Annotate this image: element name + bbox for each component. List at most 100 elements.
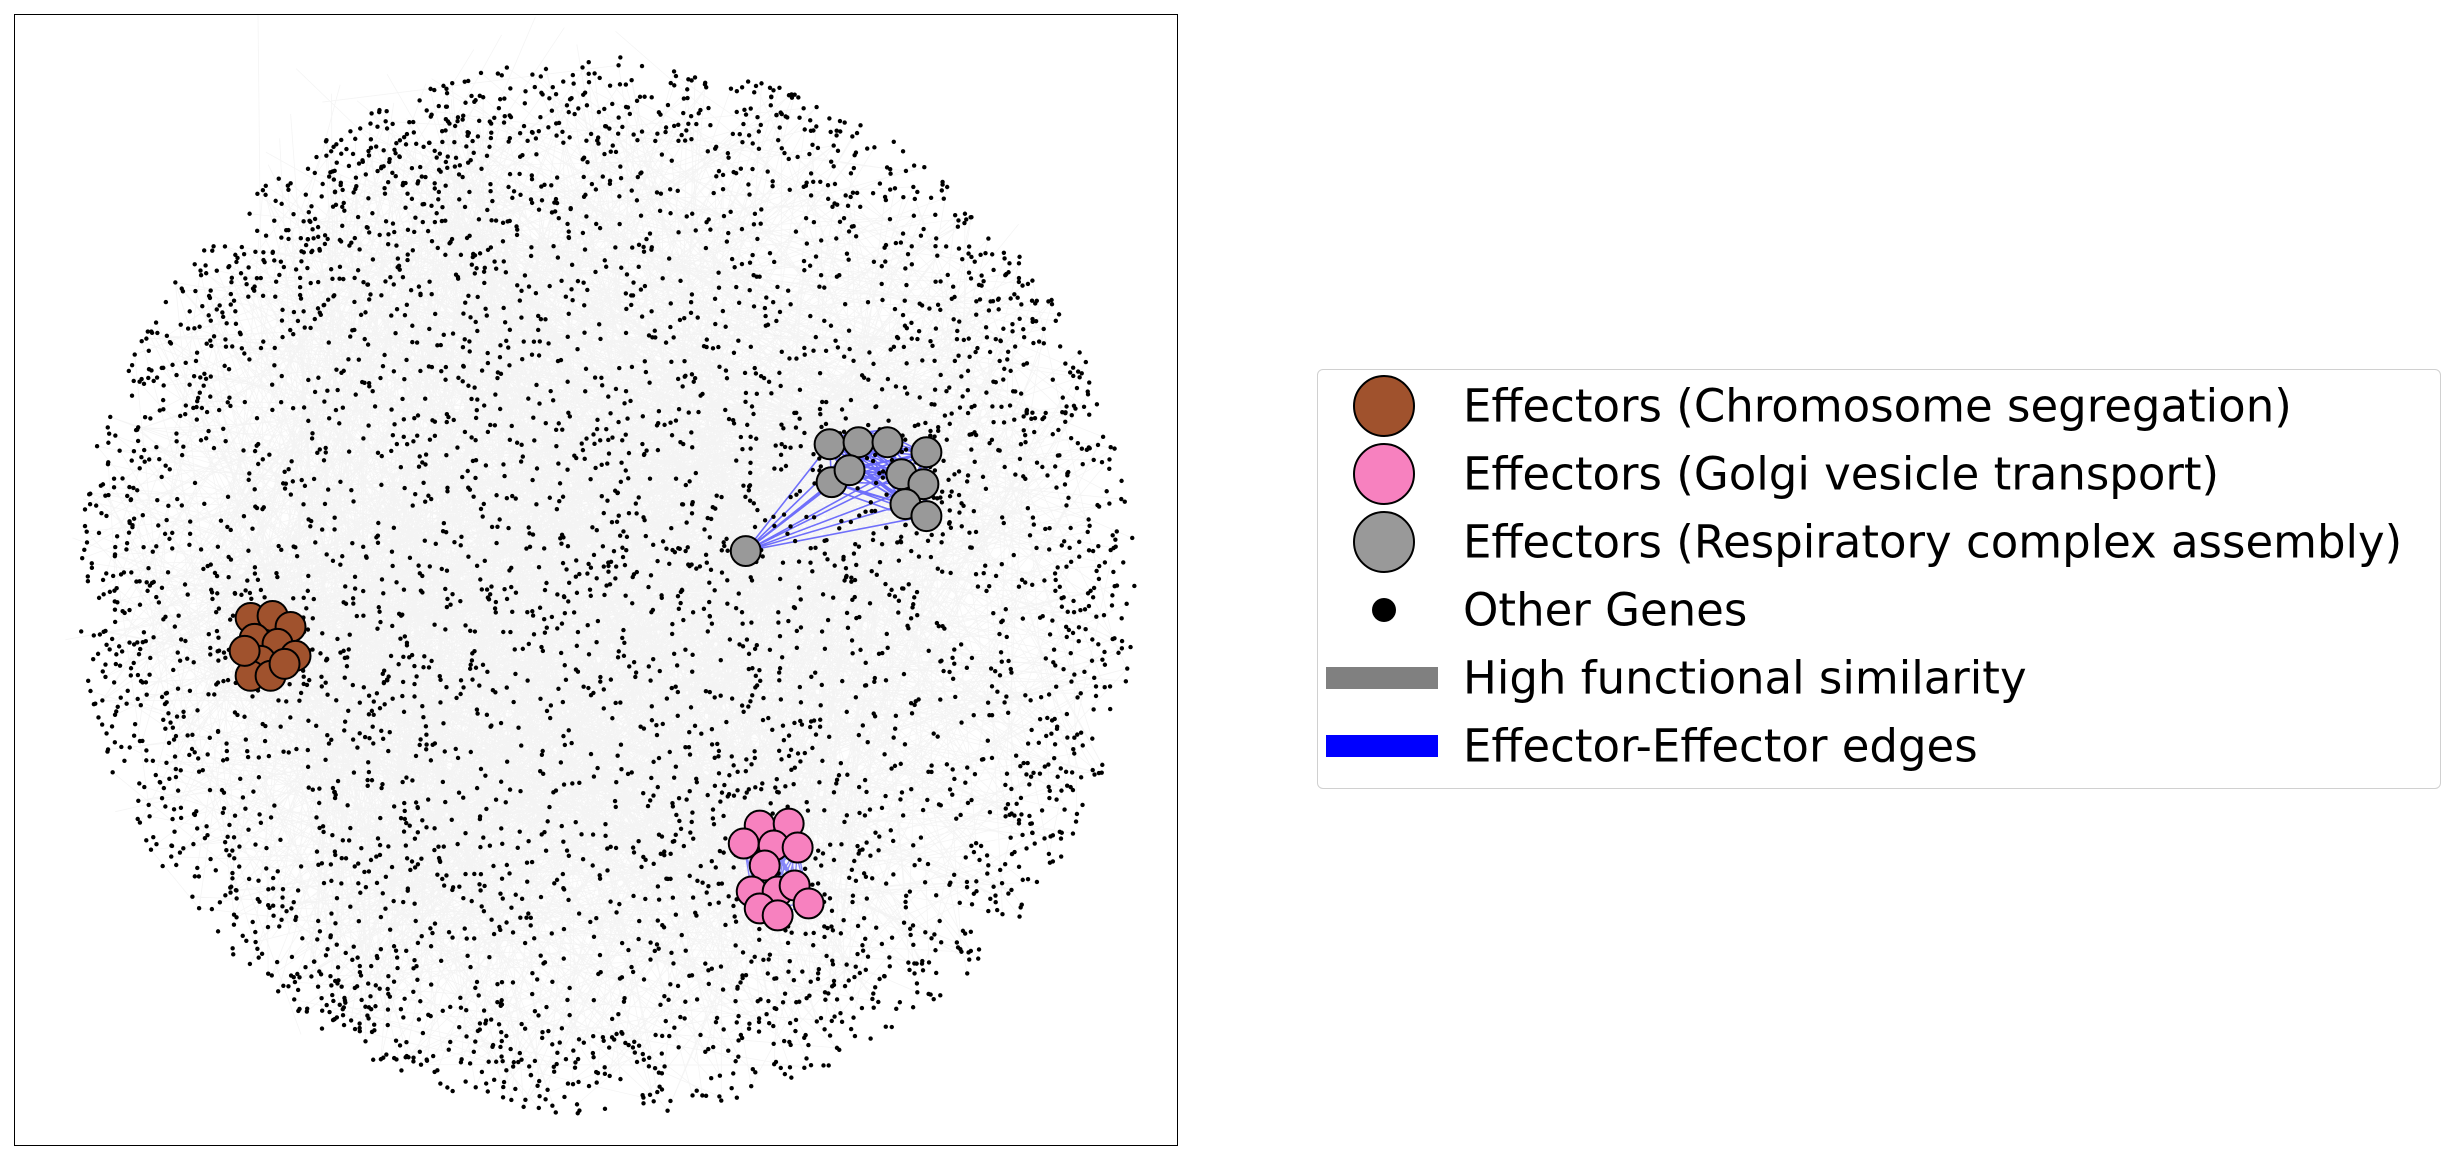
other-gene-node bbox=[670, 621, 675, 627]
other-gene-node bbox=[746, 651, 752, 657]
other-gene-node bbox=[423, 462, 428, 467]
other-gene-node bbox=[536, 353, 542, 358]
other-gene-node bbox=[461, 895, 466, 901]
other-gene-node bbox=[634, 1059, 640, 1065]
other-gene-node bbox=[1025, 281, 1031, 287]
other-gene-node bbox=[403, 180, 408, 186]
other-gene-node bbox=[342, 719, 348, 724]
other-gene-node bbox=[366, 693, 372, 698]
other-gene-node bbox=[965, 765, 970, 770]
other-gene-node bbox=[322, 241, 328, 247]
other-gene-node bbox=[637, 918, 642, 924]
other-gene-node bbox=[127, 607, 132, 613]
other-gene-node bbox=[389, 864, 395, 870]
other-gene-node bbox=[394, 243, 399, 248]
other-gene-node bbox=[905, 251, 911, 257]
other-gene-node bbox=[486, 1059, 491, 1064]
other-gene-node bbox=[415, 433, 420, 438]
other-gene-node bbox=[379, 785, 384, 791]
other-gene-node bbox=[566, 853, 572, 859]
other-gene-node bbox=[1019, 302, 1024, 307]
other-gene-node bbox=[950, 655, 955, 661]
other-gene-node bbox=[470, 254, 476, 260]
other-gene-node bbox=[574, 643, 580, 649]
other-gene-node bbox=[518, 459, 524, 464]
other-gene-node bbox=[479, 587, 484, 592]
other-gene-node bbox=[206, 692, 211, 697]
other-gene-node bbox=[749, 959, 754, 964]
other-gene-node bbox=[1029, 727, 1034, 733]
other-gene-node bbox=[791, 781, 796, 787]
other-gene-node bbox=[335, 778, 341, 784]
other-gene-node bbox=[672, 83, 677, 88]
other-gene-node bbox=[116, 644, 122, 649]
other-gene-node bbox=[541, 617, 547, 622]
other-gene-node bbox=[483, 1081, 489, 1086]
respiratory-effector-marker bbox=[1353, 511, 1415, 573]
other-gene-node bbox=[623, 330, 629, 336]
other-gene-node bbox=[752, 755, 758, 761]
other-gene-node bbox=[1077, 539, 1082, 545]
other-gene-node bbox=[788, 302, 793, 307]
other-gene-node bbox=[1130, 535, 1135, 541]
other-gene-node bbox=[975, 345, 980, 351]
other-gene-node bbox=[616, 419, 621, 425]
other-gene-node bbox=[217, 900, 223, 905]
other-gene-node bbox=[342, 995, 347, 1001]
other-gene-node bbox=[472, 648, 477, 654]
other-gene-node bbox=[539, 198, 545, 203]
other-gene-node bbox=[443, 799, 448, 805]
other-gene-node bbox=[909, 548, 914, 554]
other-gene-node bbox=[266, 887, 271, 892]
other-gene-node bbox=[340, 187, 345, 193]
other-gene-node bbox=[539, 1035, 545, 1041]
other-gene-node bbox=[903, 447, 909, 452]
other-gene-node bbox=[633, 670, 639, 675]
other-gene-node bbox=[407, 823, 412, 828]
other-gene-node bbox=[208, 338, 213, 343]
other-gene-node bbox=[481, 909, 487, 914]
other-gene-node bbox=[952, 472, 957, 477]
other-gene-node bbox=[444, 419, 449, 425]
other-gene-node bbox=[803, 215, 809, 221]
other-gene-node bbox=[238, 271, 244, 276]
other-gene-node bbox=[337, 1002, 342, 1008]
other-gene-node bbox=[738, 980, 743, 985]
other-gene-node bbox=[712, 695, 717, 700]
other-gene-node bbox=[744, 637, 750, 642]
other-gene-node bbox=[469, 435, 474, 440]
other-gene-node bbox=[142, 784, 147, 790]
other-gene-node bbox=[775, 284, 780, 290]
other-gene-node bbox=[436, 189, 442, 195]
other-gene-node bbox=[595, 765, 600, 771]
other-gene-node bbox=[313, 723, 319, 729]
other-gene-node bbox=[528, 197, 534, 202]
other-gene-node bbox=[613, 149, 619, 155]
other-gene-node bbox=[253, 842, 258, 847]
other-gene-node bbox=[489, 584, 494, 589]
other-gene-node bbox=[348, 334, 353, 339]
other-gene-node bbox=[900, 813, 906, 818]
other-gene-node bbox=[413, 753, 419, 759]
other-gene-node bbox=[189, 746, 195, 752]
other-gene-node bbox=[368, 994, 373, 999]
other-gene-node bbox=[884, 492, 889, 497]
other-gene-node bbox=[808, 560, 813, 565]
other-gene-node bbox=[417, 454, 422, 459]
other-gene-node bbox=[373, 144, 379, 149]
other-gene-node bbox=[1065, 735, 1070, 740]
other-gene-node bbox=[544, 625, 549, 630]
other-gene-node bbox=[559, 278, 564, 284]
other-gene-node bbox=[857, 810, 862, 816]
other-gene-node bbox=[614, 910, 619, 915]
other-gene-node bbox=[242, 399, 248, 405]
other-gene-node bbox=[756, 1019, 762, 1025]
other-gene-node bbox=[1095, 442, 1101, 448]
other-gene-node bbox=[154, 544, 159, 549]
other-gene-node bbox=[521, 339, 526, 344]
other-gene-node bbox=[412, 901, 417, 906]
other-gene-node bbox=[106, 440, 111, 445]
other-gene-node bbox=[789, 92, 794, 97]
other-gene-node bbox=[167, 467, 172, 472]
other-gene-node bbox=[698, 107, 703, 113]
